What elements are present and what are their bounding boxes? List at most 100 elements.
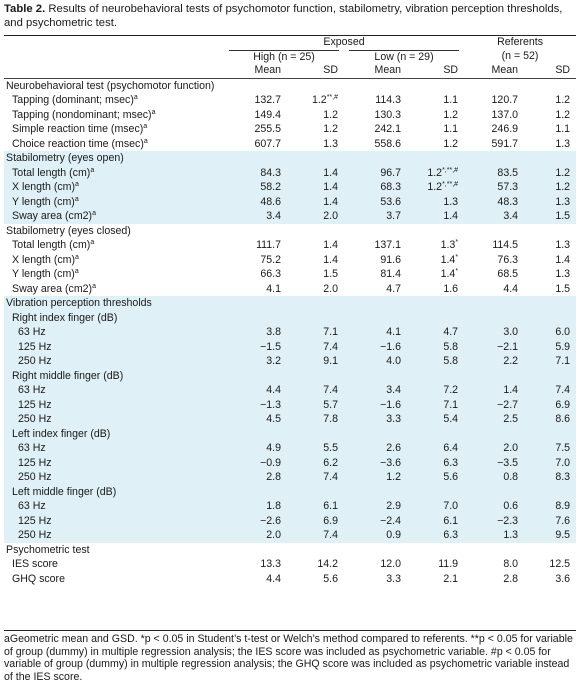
mean-cell: 12.0 [380, 558, 401, 570]
sd-cell: 11.9 [438, 558, 459, 570]
sd-cell: 6.3 [409, 528, 465, 543]
sd-cell: 12.5 [549, 558, 571, 570]
table-row: 63 Hz 4.4 7.4 3.4 7.2 1.4 7.4 [4, 383, 577, 398]
mean-cell: 149.4 [254, 108, 281, 121]
section-title: Stabilometry (eyes open) [4, 151, 577, 166]
mean-cell: 4.4 [503, 282, 519, 295]
sd-cell: 1.3* [440, 239, 459, 251]
mean-cell: 591.7 [491, 137, 519, 150]
table-body: Neurobehavioral test (psychomotor functi… [4, 78, 577, 586]
table-row: 125 Hz −0.9 6.2 −3.6 6.3 −3.5 7.0 [4, 455, 577, 470]
mean-cell: −1.3 [224, 397, 289, 412]
mean-cell: 81.4 [380, 268, 401, 280]
table-label: Table 2. [4, 3, 46, 15]
table-row: X length (cm)a 75.2 1.4 91.6 1.4* 76.3 1.4 [4, 253, 576, 268]
low-group-header: Low (n = 29) [344, 49, 464, 65]
table-row: 125 Hz −1.3 5.7 −1.6 7.1 −2.7 6.9 [4, 397, 577, 412]
table-row: 125 Hz −2.6 6.9 −2.4 6.1 −2.3 7.6 [4, 513, 577, 528]
mean-cell: 3.3 [344, 412, 409, 427]
row-label: Choice reaction time (msec)a [12, 137, 148, 150]
sd-cell: 7.1 [526, 354, 577, 369]
mean-cell: 114.3 [375, 94, 401, 106]
footnote-mark: a [90, 239, 95, 246]
sd-cell: 1.5 [555, 282, 571, 295]
row-label: 250 Hz [4, 354, 224, 369]
section-title: Psychometric test [6, 543, 90, 556]
footnote-mark: a [143, 137, 148, 145]
finger-label: Left index finger (dB) [4, 426, 577, 441]
mean-cell: 3.7 [344, 209, 409, 224]
mean-cell: 255.5 [254, 123, 281, 135]
section-title: Stabilometry (eyes closed) [6, 224, 131, 237]
significance-mark: * [455, 239, 459, 246]
sd-cell: 8.9 [526, 499, 577, 514]
table-row: 63 Hz 1.8 6.1 2.9 7.0 0.6 8.9 [4, 499, 577, 514]
footnote-mark: a [90, 166, 95, 174]
mean-cell: 4.4 [266, 572, 281, 585]
finger-row: Right middle finger (dB) [4, 368, 577, 383]
mean-cell: 137.1 [374, 239, 401, 251]
sd-cell: 1.2**,# [311, 94, 338, 106]
section-row: Vibration perception thresholds [4, 296, 577, 311]
mean-header: Mean [224, 64, 289, 79]
table-row: 63 Hz 3.8 7.1 4.1 4.7 3.0 6.0 [4, 325, 577, 340]
footnote-mark: a [92, 210, 96, 217]
table-row: 125 Hz −1.5 7.4 −1.6 5.8 −2.1 5.9 [4, 339, 577, 354]
sd-cell: 7.1 [409, 397, 465, 412]
high-group-header: High (n = 25) [224, 49, 344, 65]
section-row: Stabilometry (eyes closed) [4, 224, 576, 239]
significance-mark: **,# [326, 94, 338, 101]
mean-cell: −2.4 [344, 513, 409, 528]
section-row: Neurobehavioral test (psychomotor functi… [4, 78, 576, 93]
footnote-mark: a [143, 123, 148, 130]
sd-cell: 1.1 [555, 123, 571, 135]
mean-cell: 2.0 [224, 528, 289, 543]
mean-cell: 2.8 [224, 470, 289, 485]
mean-cell: 2.9 [344, 499, 409, 514]
mean-cell: 4.7 [386, 282, 401, 295]
mean-cell: 68.5 [497, 268, 519, 280]
footnote: aGeometric mean and GSD. *p < 0.05 in St… [4, 630, 576, 683]
row-label: 125 Hz [4, 455, 224, 470]
finger-label: Left middle finger (dB) [4, 484, 577, 499]
mean-cell: 48.6 [224, 194, 289, 209]
mean-cell: 91.6 [380, 253, 401, 266]
mean-header: Mean [344, 64, 409, 79]
mean-cell: 2.6 [344, 441, 409, 456]
sd-cell: 7.2 [409, 383, 465, 398]
significance-mark: *,**,# [442, 181, 459, 188]
mean-cell: 8.0 [503, 558, 519, 570]
mean-cell: 96.7 [344, 165, 409, 180]
mean-cell: 0.8 [464, 470, 527, 485]
sd-cell: 5.6 [323, 572, 338, 585]
sd-cell: 7.4 [526, 383, 577, 398]
mean-cell: −3.6 [344, 455, 409, 470]
mean-cell: 0.6 [464, 499, 527, 514]
sd-cell: 1.2 [443, 108, 459, 121]
mean-cell: 114.5 [492, 239, 519, 251]
sd-cell: 6.0 [526, 325, 577, 340]
sd-cell: 7.0 [409, 499, 465, 514]
footnote-mark: a [151, 108, 156, 116]
row-label: 250 Hz [4, 470, 224, 485]
referents-header: Referents [464, 35, 577, 50]
mean-cell: 246.9 [491, 123, 519, 135]
row-label: IES score [12, 558, 58, 570]
mean-cell: 3.2 [224, 354, 289, 369]
mean-cell: 132.7 [254, 94, 281, 106]
sd-cell: 1.3 [323, 137, 338, 150]
row-label: 63 Hz [4, 325, 224, 340]
table-row: Simple reaction time (msec)a 255.5 1.2 242.… [4, 122, 576, 137]
row-label: Sway area (cm2)a [4, 209, 224, 224]
mean-cell: 1.3 [464, 528, 527, 543]
sd-cell: 1.2 [555, 108, 571, 121]
sd-cell: 1.2 [526, 180, 577, 195]
mean-cell: 607.7 [254, 137, 281, 150]
section-row: Stabilometry (eyes open) [4, 151, 577, 166]
sd-cell: 7.5 [526, 441, 577, 456]
sd-cell: 9.5 [526, 528, 577, 543]
sd-cell: 6.9 [289, 513, 344, 528]
row-label: 250 Hz [4, 412, 224, 427]
mean-cell: 66.3 [260, 268, 281, 280]
mean-cell: 4.4 [224, 383, 289, 398]
